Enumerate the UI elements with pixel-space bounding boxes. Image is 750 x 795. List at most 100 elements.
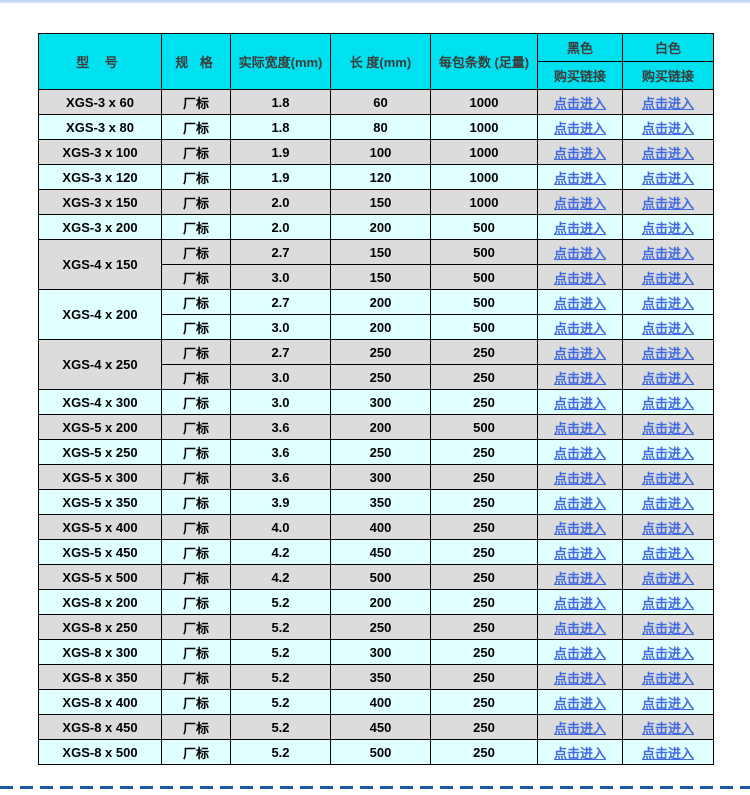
white-buy-link[interactable]: 点击进入: [641, 120, 694, 136]
black-buy-link[interactable]: 点击进入: [553, 545, 606, 561]
black-buy-link[interactable]: 点击进入: [553, 370, 606, 386]
black-buy-link[interactable]: 点击进入: [553, 395, 606, 411]
black-buy-link[interactable]: 点击进入: [553, 245, 606, 261]
black-buy-link[interactable]: 点击进入: [553, 495, 606, 511]
white-buy-link[interactable]: 点击进入: [641, 645, 694, 661]
black-buy-link[interactable]: 点击进入: [553, 345, 606, 361]
white-buy-link[interactable]: 点击进入: [641, 445, 694, 461]
model-cell: XGS-3 x 200: [38, 214, 162, 240]
black-buy-link[interactable]: 点击进入: [553, 645, 606, 661]
table-row: 厂标 3.0 250 250 点击进入 点击进入: [39, 364, 714, 390]
black-buy-link[interactable]: 点击进入: [553, 720, 606, 736]
white-buy-link[interactable]: 点击进入: [641, 170, 694, 186]
white-buy-link[interactable]: 点击进入: [641, 670, 694, 686]
black-link-cell: 点击进入: [537, 414, 623, 440]
white-buy-link[interactable]: 点击进入: [641, 745, 694, 761]
black-buy-link[interactable]: 点击进入: [553, 295, 606, 311]
black-buy-link[interactable]: 点击进入: [553, 320, 606, 336]
width-cell: 3.9: [230, 489, 331, 515]
black-buy-link[interactable]: 点击进入: [553, 220, 606, 236]
white-buy-link[interactable]: 点击进入: [641, 495, 694, 511]
length-cell: 200: [330, 589, 431, 615]
table-row: XGS-3 x 120 厂标 1.9 120 1000 点击进入 点击进入: [38, 164, 714, 190]
spec-cell: 厂标: [161, 264, 231, 290]
white-link-cell: 点击进入: [622, 114, 714, 140]
model-cell: XGS-4 x 150: [38, 239, 162, 290]
header-row-top: 型 号 规 格 实际宽度(mm) 长 度(mm) 每包条数 (足量) 黑色 白色: [38, 33, 714, 90]
table-row: XGS-3 x 200 厂标 2.0 200 500 点击进入 点击进入: [38, 214, 714, 240]
white-buy-link[interactable]: 点击进入: [641, 570, 694, 586]
white-buy-link[interactable]: 点击进入: [641, 145, 694, 161]
black-buy-link[interactable]: 点击进入: [553, 570, 606, 586]
spec-cell: 厂标: [161, 589, 231, 615]
white-buy-link[interactable]: 点击进入: [641, 695, 694, 711]
model-cell: XGS-8 x 450: [38, 714, 162, 740]
length-cell: 200: [330, 414, 431, 440]
width-cell: 3.6: [230, 464, 331, 490]
header-length: 长 度(mm): [330, 33, 431, 90]
black-buy-link[interactable]: 点击进入: [553, 195, 606, 211]
table-row: XGS-4 x 200 厂标 2.7 200 500 点击进入 点击进入: [38, 289, 714, 340]
table-row: XGS-5 x 350 厂标 3.9 350 250 点击进入 点击进入: [38, 489, 714, 515]
black-buy-link[interactable]: 点击进入: [553, 270, 606, 286]
length-cell: 400: [330, 689, 431, 715]
black-link-cell: 点击进入: [537, 139, 623, 165]
length-cell: 200: [330, 289, 431, 315]
qty-cell: 500: [430, 289, 538, 315]
black-buy-link[interactable]: 点击进入: [553, 595, 606, 611]
white-buy-link[interactable]: 点击进入: [641, 195, 694, 211]
white-buy-link[interactable]: 点击进入: [641, 395, 694, 411]
spec-cell: 厂标: [161, 164, 231, 190]
white-buy-link[interactable]: 点击进入: [641, 595, 694, 611]
white-buy-link[interactable]: 点击进入: [641, 345, 694, 361]
white-buy-link[interactable]: 点击进入: [641, 270, 694, 286]
qty-cell: 250: [430, 739, 538, 765]
white-buy-link[interactable]: 点击进入: [641, 320, 694, 336]
length-cell: 350: [330, 489, 431, 515]
white-buy-link[interactable]: 点击进入: [641, 370, 694, 386]
white-link-cell: 点击进入: [622, 239, 714, 265]
spec-cell: 厂标: [161, 564, 231, 590]
black-buy-link[interactable]: 点击进入: [553, 745, 606, 761]
length-cell: 400: [330, 514, 431, 540]
white-buy-link[interactable]: 点击进入: [641, 295, 694, 311]
qty-cell: 250: [430, 564, 538, 590]
white-buy-link[interactable]: 点击进入: [641, 620, 694, 636]
black-buy-link[interactable]: 点击进入: [553, 670, 606, 686]
width-cell: 4.2: [230, 564, 331, 590]
table-row: XGS-8 x 450 厂标 5.2 450 250 点击进入 点击进入: [38, 714, 714, 740]
spec-cell: 厂标: [161, 614, 231, 640]
white-buy-link[interactable]: 点击进入: [641, 95, 694, 111]
bottom-dashed-divider: [0, 786, 750, 789]
black-buy-link[interactable]: 点击进入: [553, 420, 606, 436]
table-row: XGS-3 x 150 厂标 2.0 150 1000 点击进入 点击进入: [38, 189, 714, 215]
black-buy-link[interactable]: 点击进入: [553, 95, 606, 111]
white-buy-link[interactable]: 点击进入: [641, 220, 694, 236]
white-buy-link[interactable]: 点击进入: [641, 545, 694, 561]
spec-cell: 厂标: [161, 214, 231, 240]
width-cell: 5.2: [230, 739, 331, 765]
white-buy-link[interactable]: 点击进入: [641, 720, 694, 736]
length-cell: 250: [330, 439, 431, 465]
black-buy-link[interactable]: 点击进入: [553, 120, 606, 136]
black-link-cell: 点击进入: [537, 214, 623, 240]
black-buy-link[interactable]: 点击进入: [553, 620, 606, 636]
length-cell: 150: [330, 239, 431, 265]
black-buy-link[interactable]: 点击进入: [553, 170, 606, 186]
model-cell: XGS-5 x 300: [38, 464, 162, 490]
white-buy-link[interactable]: 点击进入: [641, 520, 694, 536]
black-buy-link[interactable]: 点击进入: [553, 470, 606, 486]
white-buy-link[interactable]: 点击进入: [641, 420, 694, 436]
qty-cell: 250: [430, 514, 538, 540]
header-white: 白色: [622, 33, 714, 62]
table-row: XGS-5 x 200 厂标 3.6 200 500 点击进入 点击进入: [38, 414, 714, 440]
black-buy-link[interactable]: 点击进入: [553, 145, 606, 161]
white-buy-link[interactable]: 点击进入: [641, 470, 694, 486]
width-cell: 2.7: [230, 289, 331, 315]
black-buy-link[interactable]: 点击进入: [553, 520, 606, 536]
white-link-cell: 点击进入: [622, 464, 714, 490]
black-buy-link[interactable]: 点击进入: [553, 445, 606, 461]
black-buy-link[interactable]: 点击进入: [553, 695, 606, 711]
width-cell: 1.8: [230, 89, 331, 115]
white-buy-link[interactable]: 点击进入: [641, 245, 694, 261]
